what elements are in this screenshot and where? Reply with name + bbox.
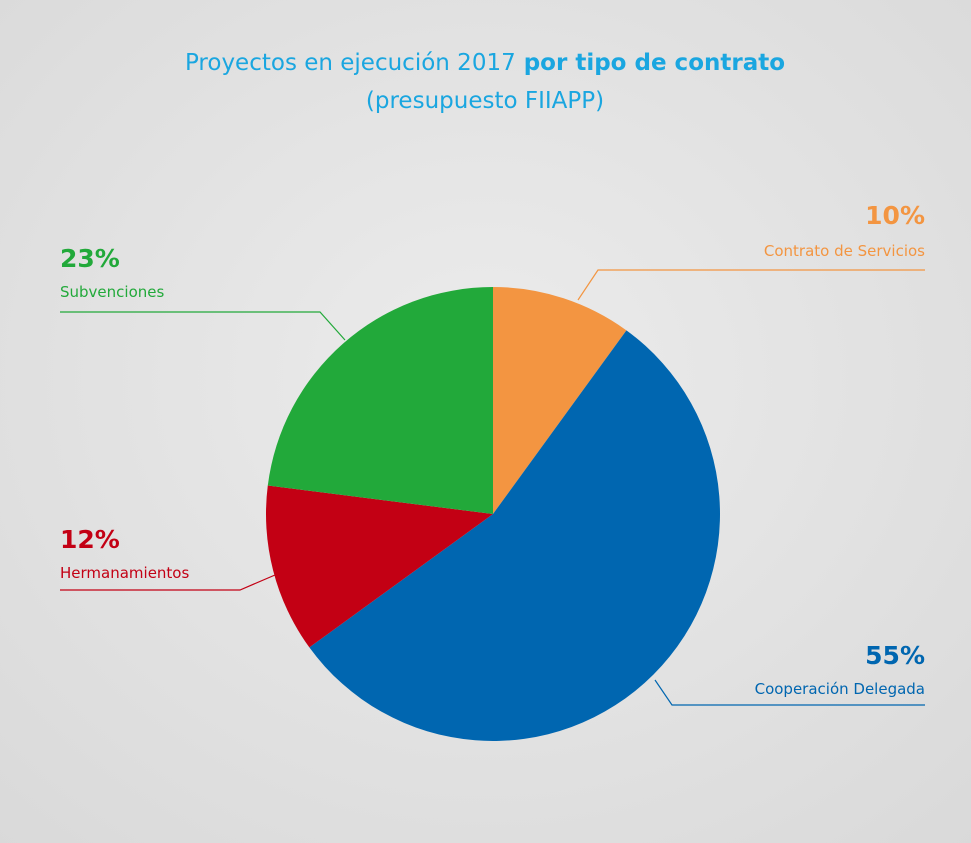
leader-line [60, 574, 276, 591]
leader-line [60, 311, 346, 341]
title-main: Proyectos en ejecución 2017 [185, 50, 516, 76]
leader-line [654, 679, 925, 706]
pie-slice [266, 485, 493, 648]
leader-line [577, 269, 925, 301]
title-emphasis: por tipo de contrato [524, 50, 785, 76]
category-label: Subvenciones [60, 283, 164, 301]
pie-slice [267, 287, 493, 514]
pie-slice [309, 330, 720, 742]
category-label: Cooperación Delegada [755, 680, 925, 698]
pie-slice [493, 287, 627, 514]
value-label: 12% [60, 525, 120, 554]
chart-title: Proyectos en ejecución 2017 por tipo de c… [185, 50, 785, 76]
chart-subtitle: (presupuesto FIIAPP) [366, 88, 604, 114]
value-label: 55% [865, 641, 925, 670]
category-label: Hermanamientos [60, 564, 189, 582]
value-label: 23% [60, 244, 120, 273]
category-label: Contrato de Servicios [764, 242, 925, 260]
value-label: 10% [865, 201, 925, 230]
